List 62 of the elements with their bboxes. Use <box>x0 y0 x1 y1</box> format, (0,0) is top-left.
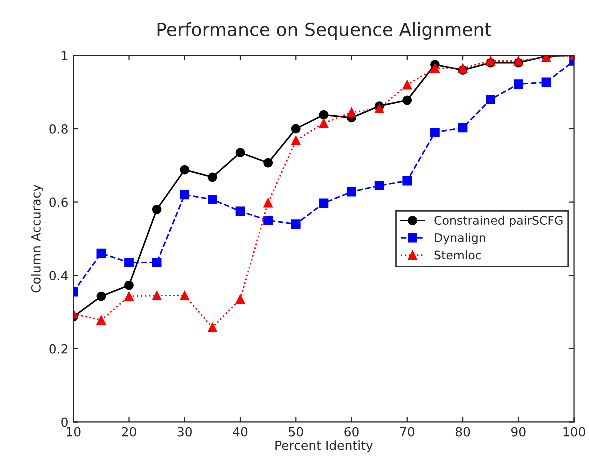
point <box>208 172 218 182</box>
point <box>180 291 190 300</box>
x-tick-label: 80 <box>456 427 470 437</box>
point <box>430 64 440 74</box>
point <box>319 110 329 120</box>
x-tick-label: 90 <box>511 427 526 437</box>
point <box>96 292 106 302</box>
point <box>458 123 468 133</box>
y-axis-title: Column Accuracy <box>31 184 44 293</box>
legend-label: Stemloc <box>434 250 482 260</box>
x-tick-label: 70 <box>400 427 415 437</box>
legend-label: Dynalign <box>435 233 486 245</box>
point <box>291 136 301 146</box>
point <box>347 108 356 118</box>
point <box>374 104 384 114</box>
x-tick-label: 40 <box>233 427 248 437</box>
point <box>402 80 412 90</box>
point <box>264 158 274 168</box>
point <box>208 322 218 332</box>
x-tick-label: 60 <box>344 427 359 437</box>
point <box>236 148 246 158</box>
x-tick-label: 20 <box>122 427 136 437</box>
x-tick-label: 50 <box>289 427 304 437</box>
point <box>319 118 329 128</box>
point <box>236 294 246 304</box>
point <box>152 291 162 300</box>
point <box>152 258 162 268</box>
point <box>180 190 190 200</box>
point <box>514 80 524 89</box>
point <box>264 216 274 226</box>
point <box>319 198 329 208</box>
point <box>180 165 190 175</box>
y-tick-label: 0.8 <box>50 124 68 134</box>
legend-label: Constrained pairSCFG <box>434 216 563 228</box>
point <box>291 124 301 134</box>
point <box>208 195 218 204</box>
y-tick-label: 0.4 <box>50 271 68 281</box>
x-tick-label: 30 <box>178 427 192 437</box>
point <box>96 248 106 258</box>
y-tick-label: 0.6 <box>50 198 68 208</box>
point <box>542 78 552 88</box>
point <box>124 292 134 302</box>
point <box>374 181 384 190</box>
x-tick-label: 100 <box>564 427 586 437</box>
point <box>430 128 440 138</box>
point <box>236 206 246 216</box>
point <box>124 280 134 290</box>
point <box>291 220 301 229</box>
point <box>347 187 356 197</box>
point <box>264 198 274 208</box>
y-tick-label: 1 <box>62 51 68 60</box>
point <box>402 176 412 186</box>
point <box>486 94 496 104</box>
chart-title: Performance on Sequence Alignment <box>158 22 492 40</box>
x-tick-label: 10 <box>67 427 81 437</box>
x-axis-title: Percent Identity <box>276 440 374 453</box>
point <box>124 258 134 268</box>
y-tick-label: 0.2 <box>50 344 68 354</box>
point <box>96 316 106 326</box>
point <box>152 204 162 214</box>
y-tick-label: 0 <box>62 418 68 428</box>
point <box>402 96 412 106</box>
